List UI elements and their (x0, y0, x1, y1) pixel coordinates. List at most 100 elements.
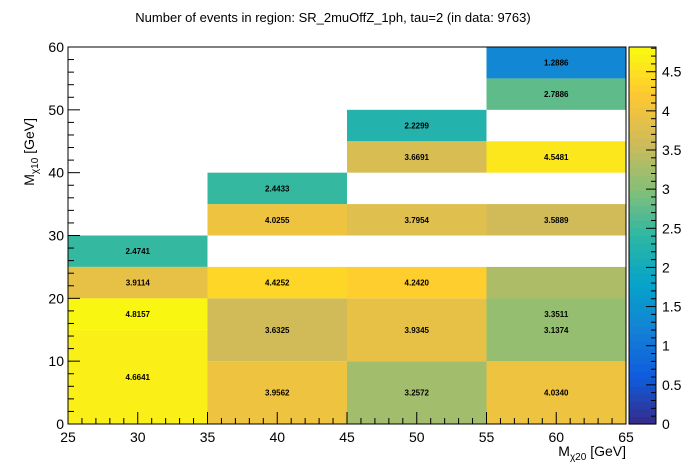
x-tick-label: 45 (339, 429, 355, 445)
cell-value-label: 1.2886 (544, 59, 569, 68)
color-scale-band (629, 310, 656, 320)
y-axis-title: Mχ10 [GeV] (21, 118, 41, 186)
heatmap-cell (347, 298, 487, 362)
color-scale-band (629, 348, 656, 357)
color-scale-band (629, 280, 656, 289)
cell-value-label: 3.9562 (265, 389, 290, 398)
color-scale-band (629, 258, 656, 267)
x-axis: 25 30 35 40 45 50 55 60 65 (60, 412, 634, 445)
cell-value-label: 2.7886 (544, 90, 569, 99)
heatmap-cell (347, 266, 487, 299)
cell-value-label: 4.5481 (544, 153, 569, 162)
color-scale-band (629, 129, 656, 139)
color-scale-band (629, 273, 656, 282)
color-scale-band (629, 250, 656, 259)
color-scale-band (629, 122, 656, 131)
color-scale-border (628, 46, 657, 425)
heatmap-cells (68, 47, 626, 424)
heatmap-cell (207, 204, 347, 236)
color-scale-tick-label: 1.5 (662, 299, 682, 315)
color-scale-tick-label: 4 (662, 103, 670, 119)
color-scale-band (629, 220, 656, 229)
color-scale-band (629, 288, 656, 297)
x-title-unit: [GeV] (586, 443, 626, 459)
heatmap-cell (486, 204, 626, 236)
color-scale-tick-label: 2 (662, 259, 670, 275)
y-tick-label: 0 (56, 416, 64, 432)
color-scale-band (629, 190, 656, 199)
color-scale-band (629, 295, 656, 304)
heatmap-cell (347, 141, 487, 173)
heatmap-cell (486, 141, 626, 173)
color-scale-band (629, 356, 656, 365)
color-scale-band (629, 92, 656, 101)
color-scale-band (629, 205, 656, 214)
x-title-subscript: χ20 (570, 452, 587, 463)
heatmap-cell-labels: 4.6641 4.8157 2.4741 3.9114 3.9562 3.6325 4.42… (126, 59, 570, 398)
color-scale-band (629, 69, 656, 78)
color-scale-band (629, 363, 656, 372)
x-tick-label: 40 (269, 429, 285, 445)
color-scale-band (629, 107, 656, 116)
color-scale-band (629, 227, 656, 237)
heatmap-cell (68, 329, 208, 424)
color-scale-band (629, 137, 656, 146)
cell-value-label: 4.0340 (544, 389, 569, 398)
color-scale-band (629, 318, 656, 327)
x-tick-label: 35 (200, 429, 216, 445)
color-scale-band (629, 62, 656, 71)
color-scale-band (629, 378, 656, 387)
x-axis-title: Mχ20 [GeV] (558, 443, 626, 463)
color-scale-tick-label: 3 (662, 181, 670, 197)
cell-value-label: 3.7954 (405, 216, 430, 225)
cell-value-label: 3.6691 (405, 153, 430, 162)
color-scale-band (629, 47, 656, 56)
y-axis: 0 10 20 30 40 50 60 (48, 39, 80, 432)
color-scale: 0 0.5 1 1.5 2 2.5 3 3.5 4 4.5 (628, 46, 682, 432)
color-scale-band (629, 393, 656, 402)
y-title-main: M (21, 174, 37, 186)
y-title-unit: [GeV] (21, 118, 37, 158)
color-scale-band (629, 408, 656, 418)
cell-value-label: 3.5889 (544, 216, 569, 225)
y-tick-label: 20 (48, 290, 64, 306)
y-tick-label: 10 (48, 353, 64, 369)
color-scale-band (629, 182, 656, 191)
color-scale-band (629, 212, 656, 222)
x-title-main: M (558, 443, 570, 459)
color-scale-band (629, 333, 656, 342)
x-tick-label: 50 (409, 429, 425, 445)
color-scale-tick-label: 2.5 (662, 220, 682, 236)
y-tick-label: 30 (48, 228, 64, 244)
color-scale-band (629, 77, 656, 86)
color-scale-band (629, 114, 656, 123)
color-scale-tick-label: 0 (662, 416, 670, 432)
cell-value-label: 2.4741 (126, 247, 151, 256)
cell-value-label: 4.6641 (126, 373, 151, 382)
color-scale-band (629, 303, 656, 312)
heatmap-cell (207, 298, 347, 362)
color-scale-band (629, 152, 656, 161)
y-tick-label: 40 (48, 165, 64, 181)
x-tick-label: 30 (130, 429, 146, 445)
heatmap-cell (347, 204, 487, 236)
heatmap-cell (207, 172, 347, 205)
cell-value-label: 3.6325 (265, 326, 290, 335)
color-scale-tick-label: 0.5 (662, 377, 682, 393)
color-scale-band (629, 167, 656, 176)
cell-value-label: 3.9345 (405, 326, 430, 335)
color-scale-band (629, 175, 656, 184)
heatmap-cell (347, 109, 487, 142)
color-scale-tick-label: 3.5 (662, 142, 682, 158)
cell-value-label: 4.4252 (265, 279, 290, 288)
chart-title: Number of events in region: SR_2muOffZ_1… (135, 10, 530, 25)
color-scale-band (629, 401, 656, 410)
x-tick-label: 55 (479, 429, 495, 445)
color-scale-band (629, 386, 656, 395)
color-scale-band (629, 54, 656, 63)
color-scale-band (629, 371, 656, 380)
cell-value-label: 4.2420 (405, 279, 430, 288)
color-scale-band (629, 265, 656, 274)
cell-value-label: 4.8157 (126, 310, 151, 319)
